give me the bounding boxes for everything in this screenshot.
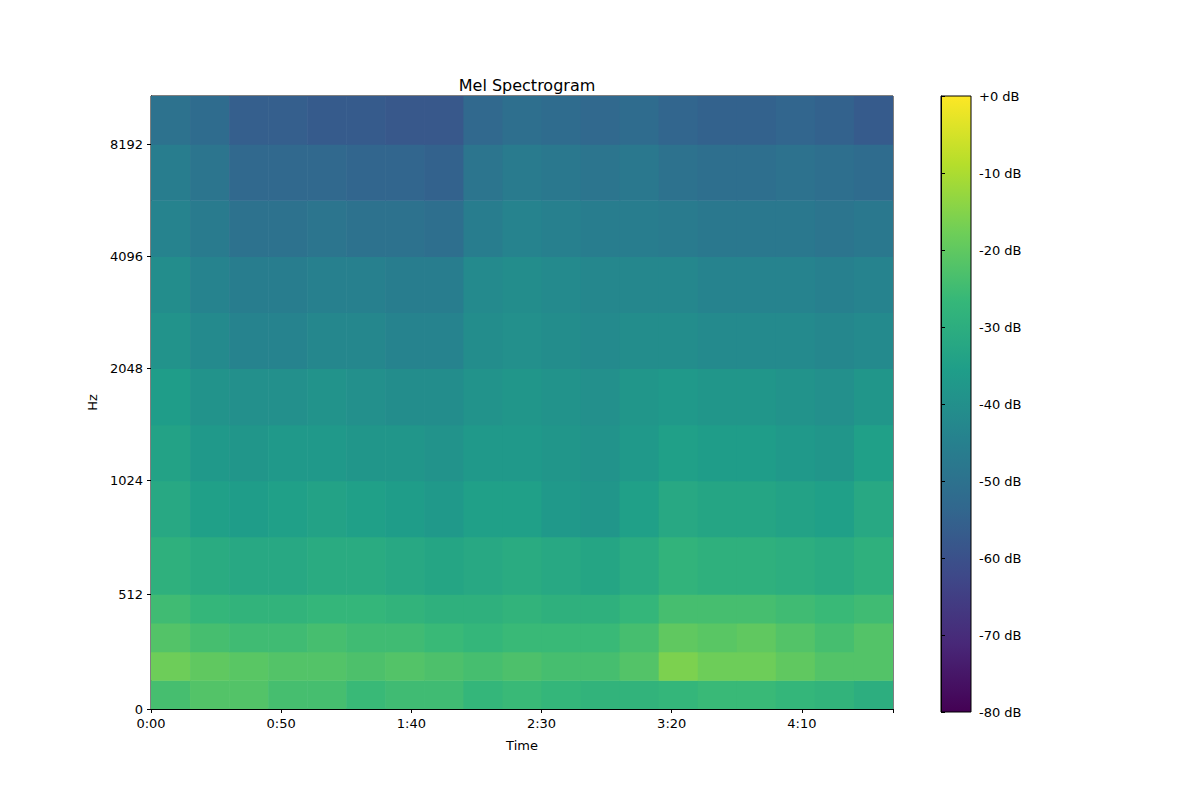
svg-text:0: 0 [135,702,143,717]
svg-text:Time: Time [505,738,538,753]
svg-text:4:10: 4:10 [787,716,816,731]
svg-text:2:30: 2:30 [527,716,556,731]
svg-text:-60 dB: -60 dB [979,551,1022,566]
svg-text:0:00: 0:00 [136,716,165,731]
svg-text:3:20: 3:20 [657,716,686,731]
svg-text:Hz: Hz [85,394,100,411]
svg-text:-10 dB: -10 dB [979,166,1022,181]
svg-text:-40 dB: -40 dB [979,397,1022,412]
svg-text:+0 dB: +0 dB [979,89,1019,104]
svg-text:-70 dB: -70 dB [979,628,1022,643]
svg-text:8192: 8192 [110,137,143,152]
svg-text:-50 dB: -50 dB [979,474,1022,489]
svg-text:1:40: 1:40 [397,716,426,731]
svg-text:-20 dB: -20 dB [979,243,1022,258]
svg-text:-30 dB: -30 dB [979,320,1022,335]
svg-text:512: 512 [118,587,143,602]
svg-text:4096: 4096 [110,249,143,264]
svg-text:0:50: 0:50 [267,716,296,731]
svg-text:1024: 1024 [110,473,143,488]
svg-text:-80 dB: -80 dB [979,705,1022,720]
svg-text:Mel Spectrogram: Mel Spectrogram [459,76,596,95]
svg-text:2048: 2048 [110,361,143,376]
